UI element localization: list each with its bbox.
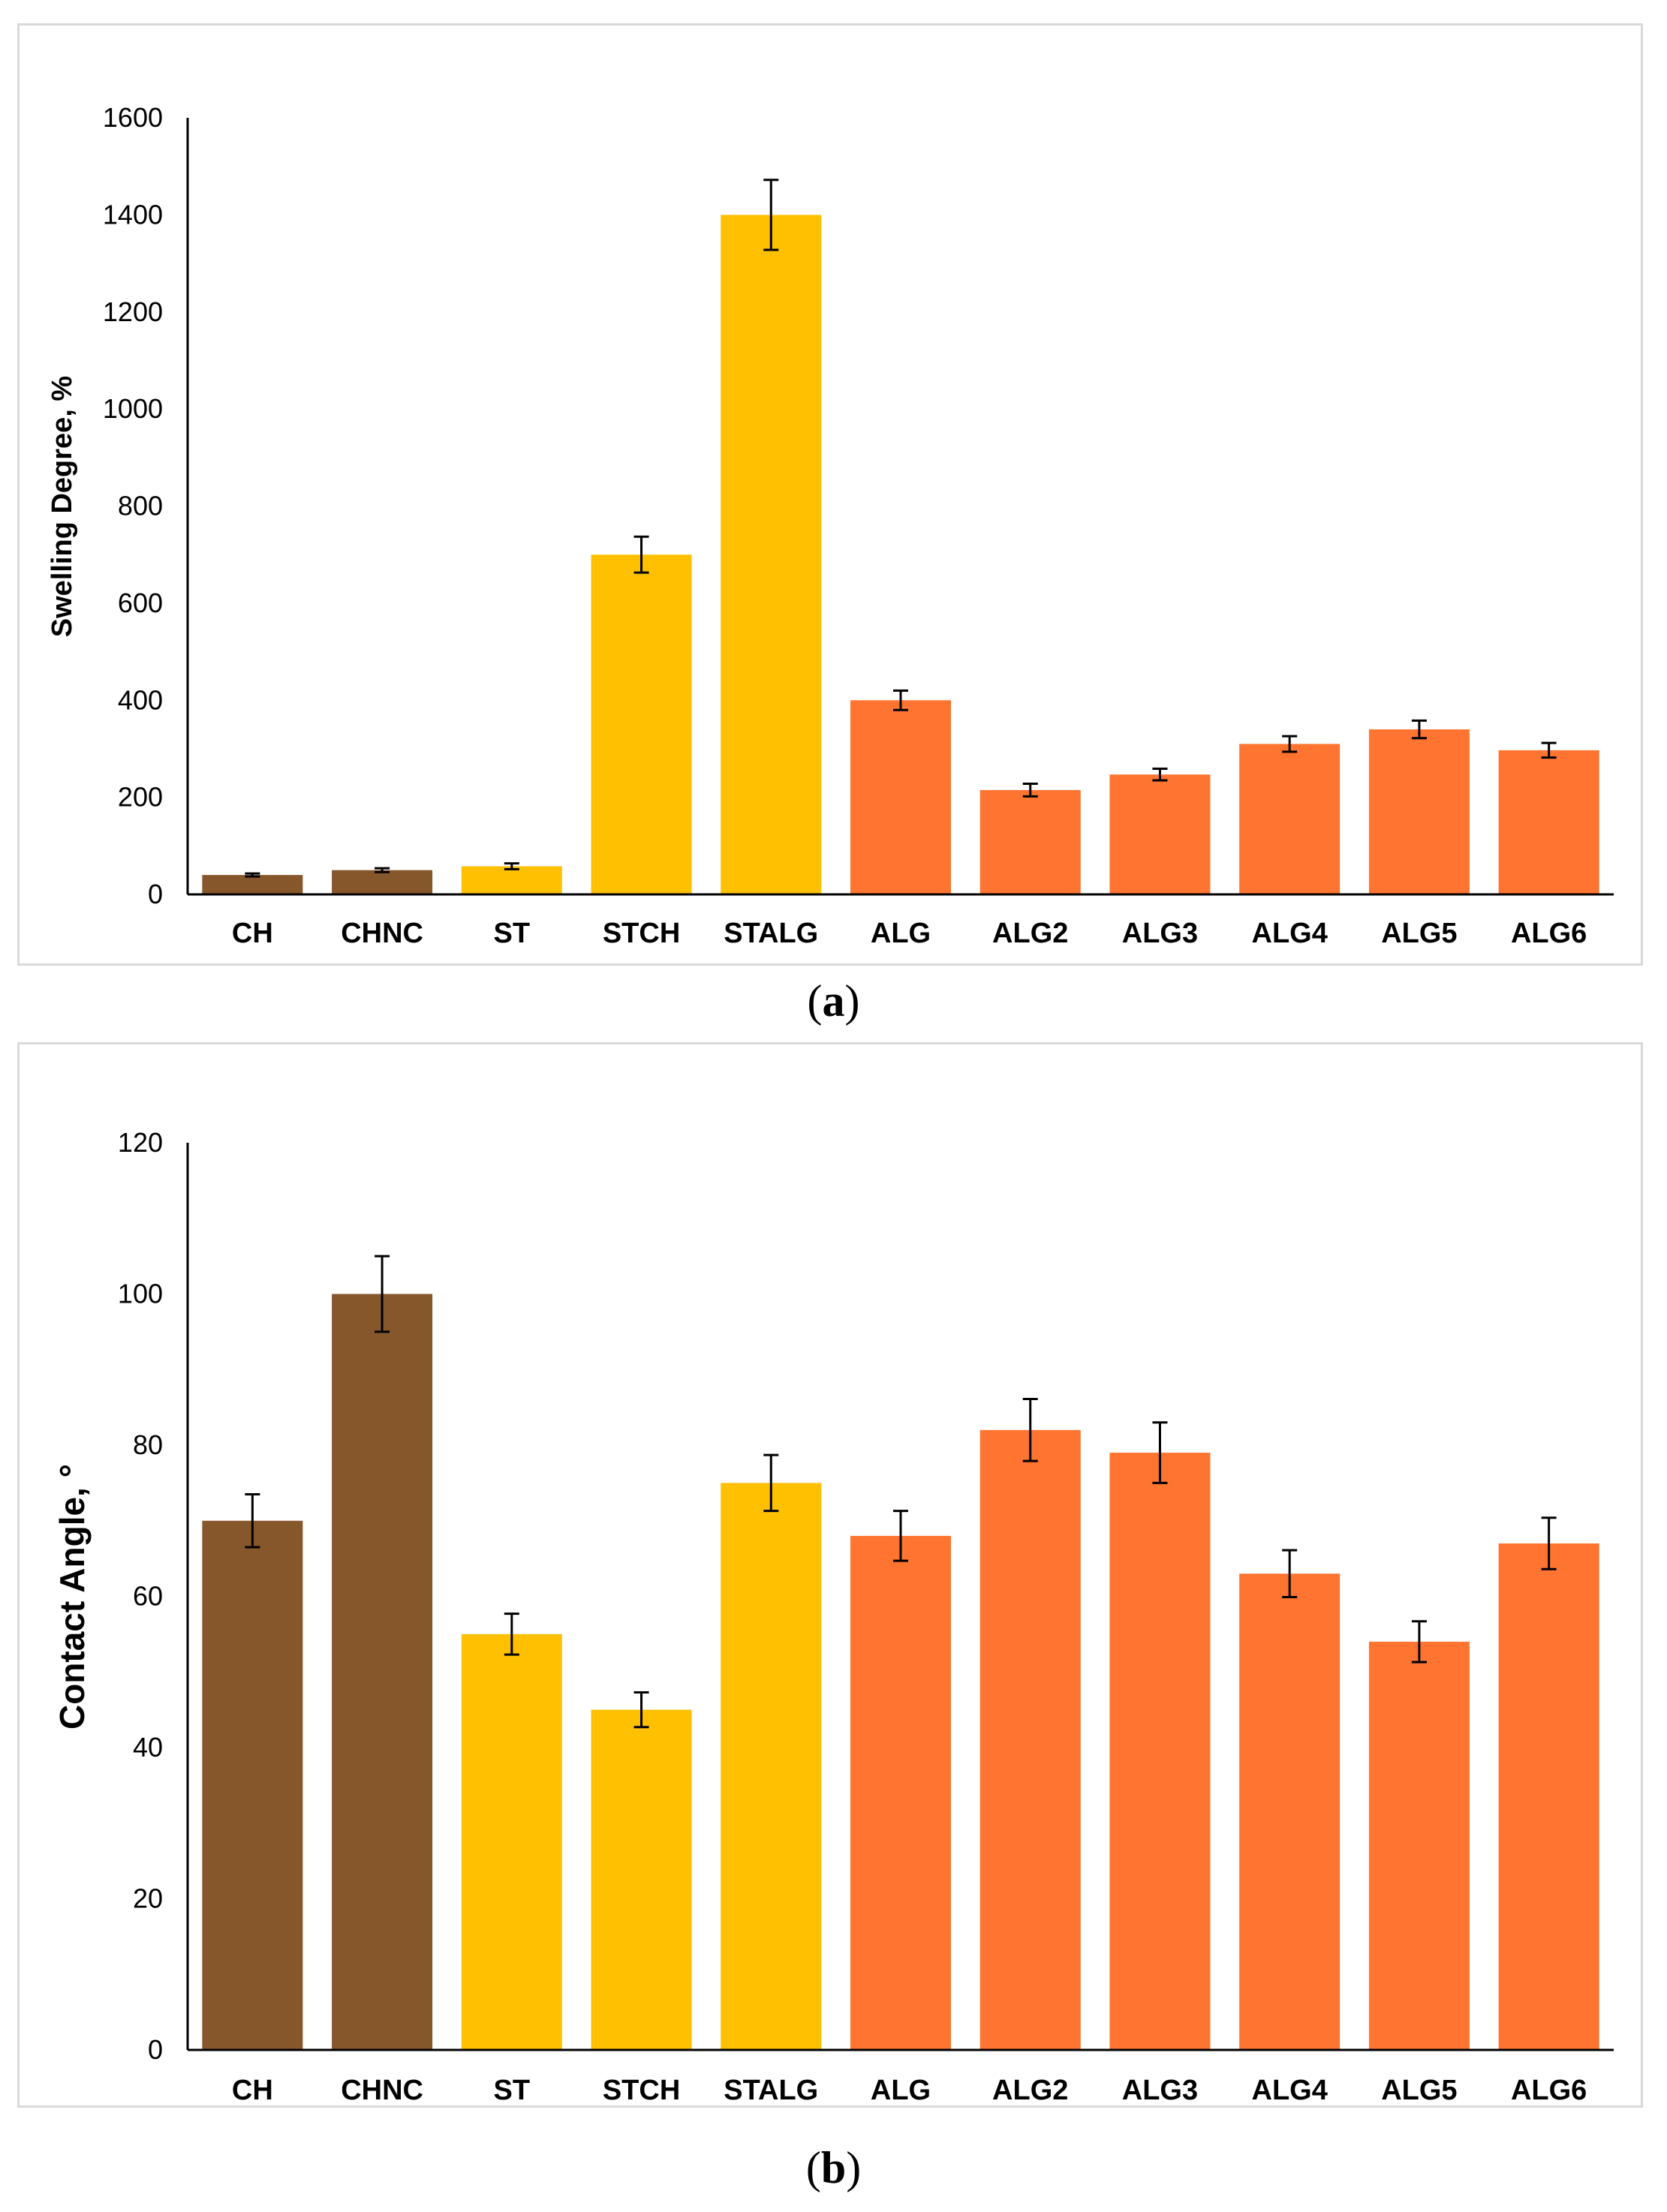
y-tick-label: 0: [148, 2034, 163, 2065]
y-tick-label: 80: [133, 1429, 163, 1460]
caption-a: (a): [0, 975, 1667, 1027]
category-label-alg3: ALG3: [1122, 2075, 1198, 2106]
category-label-alg4: ALG4: [1252, 2075, 1328, 2106]
category-label-chnc: CHNC: [341, 2075, 423, 2106]
caption-a-close: ): [845, 976, 860, 1026]
bar-alg2: [980, 1430, 1081, 2050]
caption-a-open: (: [808, 976, 823, 1026]
y-tick-label: 60: [133, 1581, 163, 1612]
category-label-st: ST: [494, 2075, 531, 2106]
category-label-stch: STCH: [603, 2075, 680, 2106]
y-tick-label: 40: [133, 1732, 163, 1763]
category-label-alg: ALG: [871, 2075, 931, 2106]
bar-alg5: [1369, 1642, 1470, 2050]
bar-chnc: [332, 1294, 432, 2051]
bar-ch: [202, 1521, 302, 2050]
y-tick-label: 20: [133, 1883, 163, 1914]
y-axis-title: Contact Angle, °: [53, 1464, 92, 1730]
y-tick-label: 120: [118, 1127, 163, 1158]
bar-alg: [850, 1536, 951, 2050]
caption-a-letter: a: [823, 976, 845, 1026]
category-label-ch: CH: [232, 2075, 273, 2106]
category-label-stalg: STALG: [724, 2075, 818, 2106]
contact-angle-chart: CH CHNC ST STCH STALG ALG ALG2 ALG3 ALG4 ALG5 ALG6…: [0, 0, 1667, 2146]
caption-b-close: ): [846, 2143, 861, 2192]
caption-b-open: (: [806, 2143, 821, 2192]
y-tick-label: 100: [118, 1279, 163, 1309]
bar-alg4: [1239, 1573, 1340, 2050]
bar-stalg: [721, 1483, 821, 2050]
bar-stch: [591, 1710, 692, 2050]
caption-b: (b): [0, 2142, 1667, 2194]
category-label-alg2: ALG2: [992, 2075, 1068, 2106]
category-label-alg5: ALG5: [1381, 2075, 1457, 2106]
caption-b-letter: b: [821, 2143, 846, 2192]
bar-alg3: [1109, 1453, 1210, 2050]
bar-st: [462, 1634, 562, 2050]
category-label-alg6: ALG6: [1511, 2075, 1587, 2106]
bar-alg6: [1499, 1543, 1599, 2050]
